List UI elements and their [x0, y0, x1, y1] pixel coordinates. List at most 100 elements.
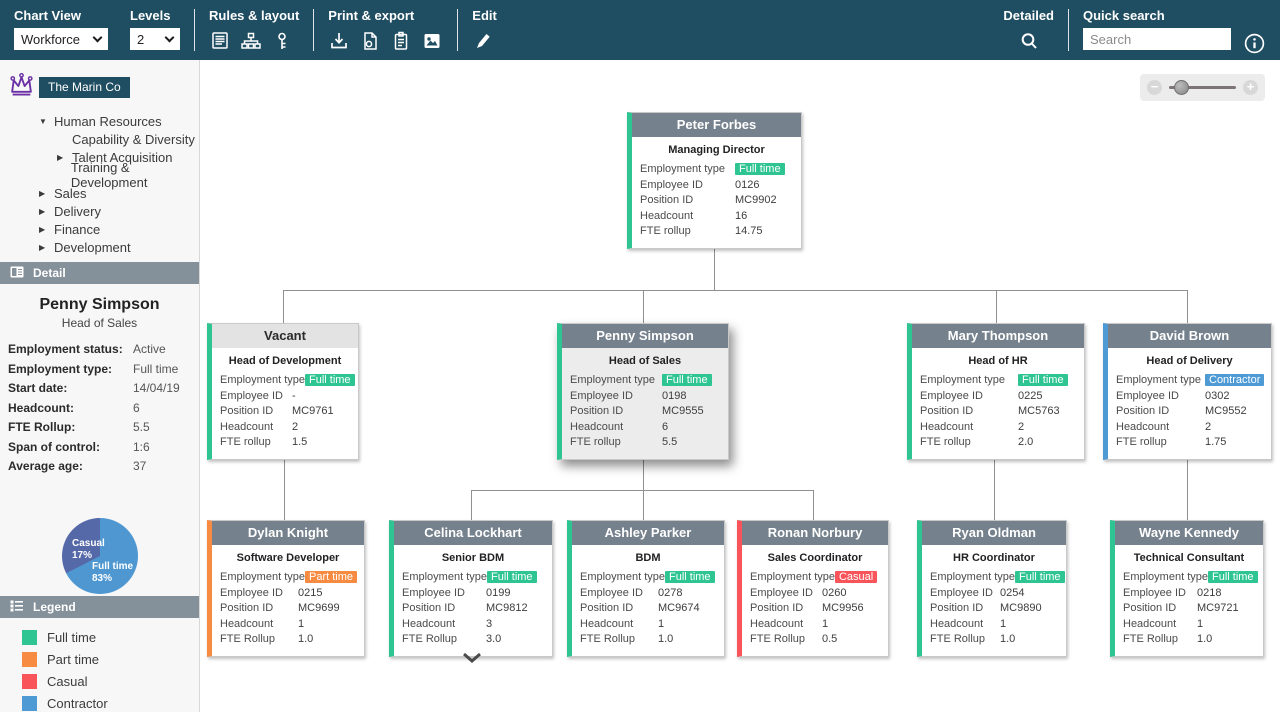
download-icon[interactable] [328, 30, 350, 52]
org-tree-section: The Marin Co ▼ Human Resources Capability … [0, 60, 199, 262]
hierarchy-icon[interactable] [240, 30, 262, 52]
zoom-slider-knob[interactable] [1174, 80, 1190, 95]
pie-graphic [62, 518, 138, 594]
employment-type-badge: Full time [1014, 571, 1065, 583]
card-field-row: Headcount 6 [570, 420, 720, 436]
org-card-vacant[interactable]: Vacant Head of Development Employment ty… [207, 323, 359, 460]
org-card-peter-forbes[interactable]: Peter Forbes Managing Director Employmen… [627, 112, 802, 249]
card-field-label: FTE Rollup [580, 633, 636, 645]
toolbar-divider [457, 9, 459, 51]
card-name: Peter Forbes [632, 113, 801, 137]
card-field-value: Full time [662, 373, 720, 389]
zoom-out-icon[interactable]: − [1147, 80, 1162, 95]
detail-field-row: Start date: 14/04/19 [0, 379, 199, 399]
tree-item[interactable]: ▶ Finance [0, 220, 199, 238]
card-title: Head of HR [968, 355, 1028, 367]
tree-item[interactable]: ▼ Human Resources [0, 112, 199, 130]
card-field-label: FTE rollup [920, 436, 971, 448]
tree-item[interactable]: Training & Development [0, 160, 199, 190]
employment-type-badge: Full time [662, 374, 712, 386]
zoom-in-icon[interactable]: + [1243, 80, 1258, 95]
search-input[interactable] [1083, 28, 1231, 50]
card-field-label: Employee ID [930, 586, 993, 599]
employment-pie-chart: Casual 17% Full time 83% [62, 518, 138, 594]
card-field-row: Position ID MC9699 [220, 601, 356, 617]
chevron-down-icon[interactable]: ▼ [39, 116, 47, 126]
card-field-value: MC9721 [1197, 602, 1239, 614]
connector-line [643, 290, 644, 323]
key-icon[interactable] [271, 30, 293, 52]
tree-item[interactable]: ▶ Sales [0, 184, 199, 202]
export-file-icon[interactable] [359, 30, 381, 52]
card-name: Dylan Knight [212, 521, 364, 545]
card-field-label: Employment type [1116, 374, 1201, 386]
magnifier-icon[interactable] [1018, 30, 1040, 52]
tree-item[interactable]: ▶ Delivery [0, 202, 199, 220]
zoom-slider-track[interactable] [1169, 80, 1236, 95]
card-rows: Employment type Casual Employee ID 0260 Posi… [750, 570, 880, 648]
legend-panel-header[interactable]: Legend [0, 596, 199, 618]
detail-field-value: 6 [133, 400, 140, 415]
tree-item[interactable]: ▶ Talent Acquisition [0, 148, 199, 166]
org-card-dylan-knight[interactable]: Dylan Knight Software Developer Employme… [207, 520, 365, 657]
card-rows: Employment type Full time Employee ID 0199 P… [402, 570, 544, 648]
card-field-value: 0278 [658, 586, 683, 599]
chevron-right-icon[interactable]: ▶ [57, 152, 64, 162]
legend-item-label: Contractor [47, 695, 108, 711]
chevron-right-icon[interactable]: ▶ [39, 242, 46, 252]
expand-chevron-icon[interactable] [462, 650, 482, 668]
card-field-label: FTE rollup [570, 436, 621, 448]
pencil-icon[interactable] [472, 30, 494, 52]
org-card-penny-simpson[interactable]: Penny Simpson Head of Sales Employment t… [557, 323, 729, 460]
detail-fields: Employment status: Active Employment type:… [0, 340, 199, 477]
chart-view-select[interactable]: Workforce [14, 28, 108, 50]
card-field-label: Employee ID [570, 389, 633, 402]
org-chart-canvas[interactable]: − + Peter Forbes Managing Director Emplo… [200, 60, 1280, 712]
org-card-celina-lockhart[interactable]: Celina Lockhart Senior BDM Employment ty… [389, 520, 553, 657]
chevron-right-icon[interactable]: ▶ [39, 206, 46, 216]
card-rows: Employment type Part time Employee ID 0215 P… [220, 570, 357, 648]
employment-type-badge: Contractor [1205, 374, 1265, 386]
chart-view-label: Chart View [14, 8, 81, 23]
card-field-row: Position ID MC9555 [570, 404, 720, 420]
toolbar-divider [313, 9, 315, 51]
tree-item[interactable]: Capability & Diversity [0, 130, 199, 148]
tree-item-label: Training & Development [70, 160, 148, 190]
org-card-mary-thompson[interactable]: Mary Thompson Head of HR Employment type… [907, 323, 1085, 460]
clipboard-icon[interactable] [390, 30, 412, 52]
legend-item: Full time [0, 626, 199, 648]
detail-field-row: Span of control: 1:6 [0, 438, 199, 458]
connector-line [1187, 290, 1188, 323]
card-field-value: 3.0 [486, 633, 502, 645]
tree-item[interactable]: ▶ Development [0, 238, 199, 256]
chevron-right-icon[interactable]: ▶ [39, 224, 46, 234]
card-field-label: Position ID [402, 602, 456, 614]
levels-value: 2 [137, 31, 145, 47]
report-icon[interactable] [209, 30, 231, 52]
card-field-row: Position ID MC5763 [920, 404, 1076, 420]
chevron-right-icon[interactable]: ▶ [39, 188, 46, 198]
card-field-value: 0254 [1000, 586, 1025, 599]
card-field-value: 1.0 [658, 633, 674, 645]
card-field-row: Employment type Casual [750, 570, 880, 586]
tree-root-company[interactable]: The Marin Co [8, 72, 199, 102]
info-icon[interactable] [1243, 32, 1266, 55]
org-card-ryan-oldman[interactable]: Ryan Oldman HR Coordinator Employment ty… [917, 520, 1067, 657]
org-card-ronan-norbury[interactable]: Ronan Norbury Sales Coordinator Employme… [737, 520, 889, 657]
card-field-label: Employment type [580, 571, 665, 583]
image-icon[interactable] [421, 30, 443, 52]
legend-item-label: Casual [47, 673, 88, 689]
quick-search-group: Quick search [1083, 8, 1231, 50]
connector-line [1187, 450, 1188, 520]
card-field-row: FTE Rollup 3.0 [402, 632, 544, 648]
org-card-wayne-kennedy[interactable]: Wayne Kennedy Technical Consultant Emplo… [1110, 520, 1264, 657]
chart-view-group: Chart View Workforce [14, 8, 108, 50]
card-name: Ashley Parker [572, 521, 724, 545]
detail-panel-header[interactable]: Detail [0, 262, 199, 284]
detail-field-row: Headcount: 6 [0, 399, 199, 419]
org-card-david-brown[interactable]: David Brown Head of Delivery Employment … [1103, 323, 1272, 460]
org-card-ashley-parker[interactable]: Ashley Parker BDM Employment type Full ti… [567, 520, 725, 657]
levels-select[interactable]: 2 [130, 28, 180, 50]
card-field-label: FTE rollup [220, 436, 271, 448]
card-title: Software Developer [236, 552, 340, 564]
